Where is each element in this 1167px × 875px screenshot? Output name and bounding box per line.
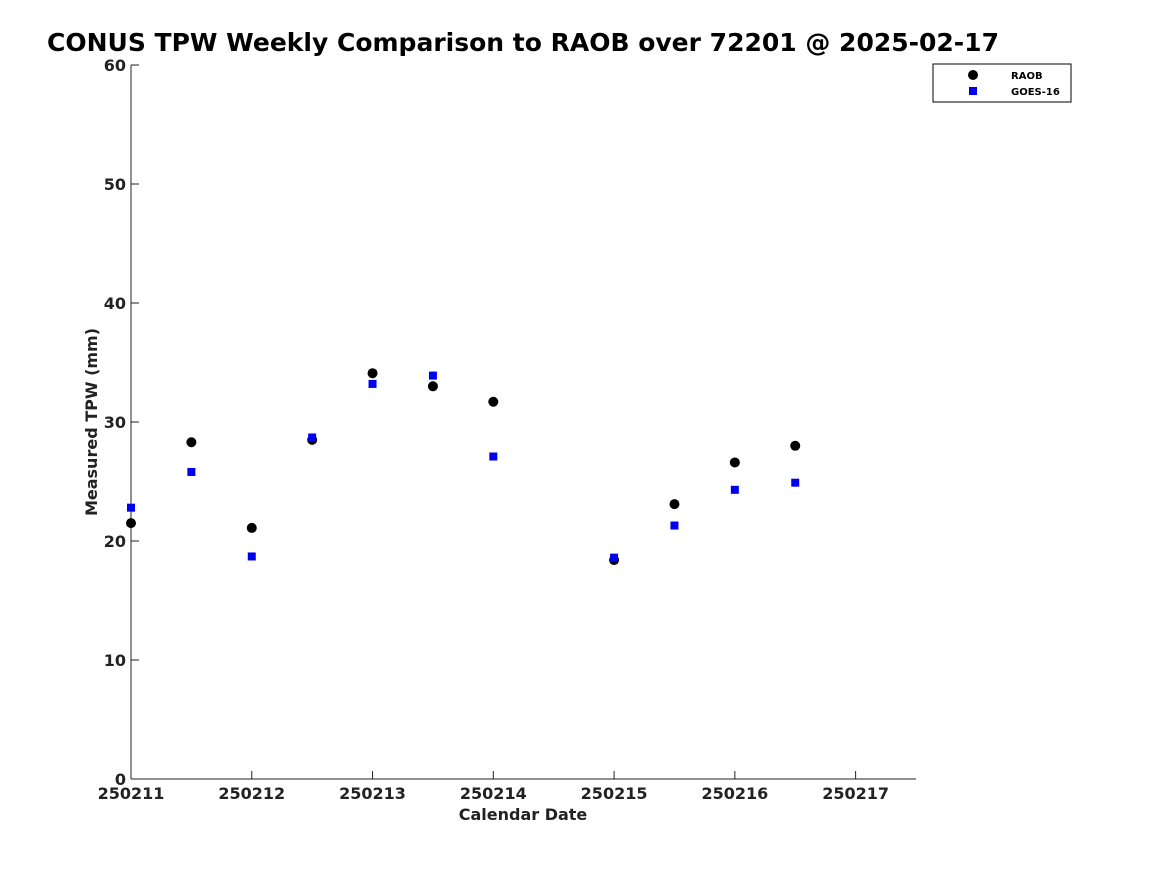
x-axis-label: Calendar Date [459, 805, 588, 824]
legend-label: GOES-16 [1011, 87, 1060, 98]
goes16-point [610, 553, 619, 562]
x-tick-label: 250217 [822, 784, 889, 803]
raob-point [367, 368, 378, 379]
raob-point [488, 396, 499, 407]
y-tick-label: 50 [104, 175, 126, 194]
legend: RAOB GOES-16 [932, 63, 1072, 103]
goes16-point [670, 521, 679, 530]
y-axis-label: Measured TPW (mm) [82, 328, 101, 516]
legend-label: RAOB [1011, 71, 1043, 82]
raob-point [246, 522, 257, 533]
goes16-point [730, 485, 739, 494]
raob-point [669, 499, 680, 510]
goes16-point [187, 467, 196, 476]
axes-layer [130, 65, 916, 780]
raob-point [186, 437, 197, 448]
x-tick-label: 250216 [701, 784, 768, 803]
ticks-layer: 0 10 20 30 40 50 60 250211 250212 250213 250214 250… [98, 56, 889, 803]
legend-goes16-marker [969, 87, 977, 95]
goes16-point [791, 478, 800, 487]
x-tick-label: 250213 [339, 784, 406, 803]
x-tick-label: 250215 [581, 784, 648, 803]
y-tick-label: 10 [104, 651, 126, 670]
points-layer [126, 368, 801, 566]
goes16-point [127, 503, 135, 512]
legend-raob-marker [968, 70, 978, 80]
goes16-point [428, 371, 437, 380]
chart-title: CONUS TPW Weekly Comparison to RAOB over… [47, 28, 999, 57]
raob-point [126, 518, 136, 529]
y-tick-label: 20 [104, 532, 126, 551]
goes16-point [489, 452, 498, 461]
x-tick-label: 250214 [460, 784, 527, 803]
raob-point [427, 381, 438, 392]
x-tick-label: 250211 [98, 784, 165, 803]
y-tick-label: 60 [104, 56, 126, 75]
y-tick-label: 40 [104, 294, 126, 313]
raob-point [729, 457, 740, 468]
goes16-point [368, 379, 377, 388]
raob-point [790, 440, 801, 451]
y-tick-label: 0 [115, 770, 126, 789]
goes16-point [247, 552, 256, 561]
goes16-point [308, 433, 317, 442]
x-tick-label: 250212 [218, 784, 285, 803]
legend-box [932, 63, 1072, 103]
y-tick-label: 30 [104, 413, 126, 432]
